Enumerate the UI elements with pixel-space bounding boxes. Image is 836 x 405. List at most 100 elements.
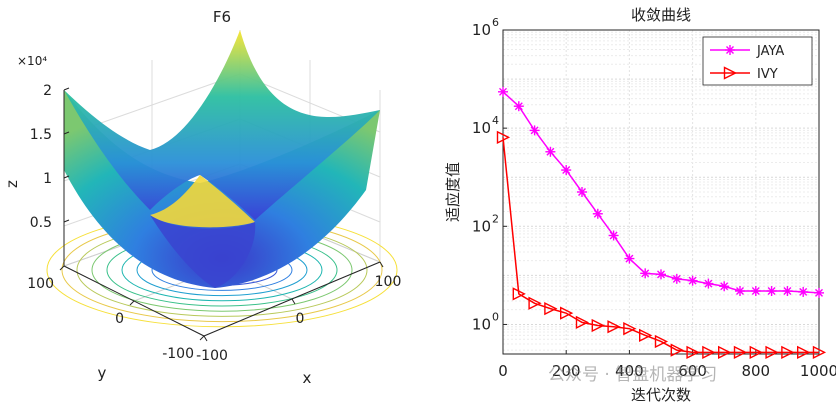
data-point-ivy [733, 345, 748, 359]
y-tick-label: 10 [472, 315, 491, 333]
data-point-jaya [498, 86, 508, 97]
y-tick-label: 10 [472, 217, 491, 235]
z-tick-label: 0.5 [30, 215, 52, 231]
x-tick-mark [291, 298, 296, 305]
watermark: 公众号 · 智盘机器学习 [548, 365, 718, 385]
y-tick-mark [129, 300, 135, 306]
z-axis-label: z [3, 180, 21, 188]
x-tick-label: 600 [678, 362, 707, 380]
data-point-jaya [719, 281, 730, 292]
data-point-ivy [544, 302, 558, 316]
legend-label: IVY [757, 67, 778, 82]
data-point-jaya [766, 286, 777, 297]
data-point-ivy [654, 334, 669, 349]
y-tick-mark [199, 335, 205, 341]
data-point-jaya [687, 275, 698, 286]
data-point-ivy [639, 328, 653, 342]
z-tick-mark [63, 219, 70, 223]
data-point-ivy [686, 345, 700, 359]
z-tick-mark [63, 131, 70, 135]
x-tick-label: 400 [615, 362, 644, 380]
data-point-jaya [545, 146, 556, 157]
data-point-jaya [750, 286, 761, 297]
y-tick-mark [59, 265, 65, 271]
y-tick-label: 10 [472, 119, 491, 137]
y-tick-label: 0 [115, 311, 124, 327]
data-point-jaya [561, 165, 572, 176]
surface [64, 30, 380, 288]
data-point-ivy [496, 130, 511, 144]
data-point-jaya [735, 286, 745, 297]
z-tick-label: 2 [43, 83, 52, 99]
series-jaya [498, 86, 824, 298]
data-point-ivy [749, 345, 763, 359]
z-tick-label: 1.5 [30, 127, 52, 143]
series-ivy [496, 130, 827, 359]
data-point-jaya [782, 286, 793, 297]
x-tick-label: 800 [741, 362, 770, 380]
data-point-jaya [703, 278, 714, 289]
data-point-ivy [765, 345, 779, 359]
data-point-ivy [512, 287, 526, 301]
surface-plot: 0.5 1 1.5 2 -100 0 100 -100 0 100 F6 ×10⁴ z x y [3, 8, 401, 387]
y-tick-exponent: 2 [492, 212, 499, 225]
y-tick-label: -100 [162, 346, 194, 362]
data-point-ivy [623, 322, 637, 336]
plot-frame [502, 29, 820, 355]
y-axis-label: y [98, 364, 107, 382]
data-point-jaya [814, 287, 824, 298]
data-point-jaya [529, 125, 540, 136]
data-point-ivy [575, 315, 590, 330]
data-point-jaya [671, 273, 682, 284]
data-point-ivy [591, 318, 605, 333]
data-point-jaya [656, 269, 666, 280]
x-tick-label: 100 [375, 274, 402, 290]
y-tick-exponent: 6 [492, 16, 499, 29]
data-point-jaya [513, 101, 524, 112]
y-tick-exponent: 4 [492, 114, 499, 127]
series-group [496, 86, 827, 359]
data-point-ivy [607, 320, 621, 334]
data-point-jaya [577, 187, 587, 197]
data-point-ivy [797, 345, 811, 359]
legend-label: JAYA [756, 44, 784, 59]
legend: JAYA IVY [702, 36, 813, 86]
data-point-jaya [624, 253, 635, 264]
x-tick-label: 200 [552, 362, 581, 380]
x-tick-label: 1000 [800, 362, 836, 380]
data-point-ivy [812, 345, 827, 359]
z-tick-mark [63, 175, 70, 179]
y-tick-label: 100 [27, 276, 54, 292]
data-point-ivy [528, 296, 542, 310]
convergence-title: 收敛曲线 [631, 6, 691, 24]
x-axis-label: x [303, 369, 312, 387]
y-tick-label: 10 [472, 21, 491, 39]
surface-title: F6 [213, 8, 231, 26]
legend-item-ivy: IVY [710, 66, 778, 82]
data-point-jaya [798, 286, 809, 297]
x-tick-label: 0 [296, 311, 305, 327]
data-point-ivy [718, 345, 732, 359]
z-tick-mark [63, 87, 70, 91]
data-point-ivy [670, 343, 684, 357]
x-tick-label: 0 [498, 362, 508, 380]
z-tick-label: 1 [43, 171, 52, 187]
y-tick-exponent: 0 [492, 310, 499, 323]
x-tick-mark [203, 335, 208, 342]
data-point-jaya [608, 230, 619, 241]
ticks-3d: 0.5 1 1.5 2 -100 0 100 -100 0 100 [27, 83, 401, 364]
z-exponent-label: ×10⁴ [17, 54, 47, 68]
data-point-ivy [702, 345, 716, 359]
convergence-x-label: 迭代次数 [631, 386, 691, 404]
data-point-ivy [560, 306, 574, 320]
convergence-y-label: 适应度值 [444, 162, 462, 222]
x-tick-mark [379, 261, 384, 268]
legend-item-jaya: JAYA [710, 44, 784, 59]
x-tick-label: -100 [196, 348, 228, 364]
data-point-ivy [781, 345, 795, 359]
data-point-jaya [640, 268, 651, 279]
data-point-jaya [592, 208, 603, 219]
